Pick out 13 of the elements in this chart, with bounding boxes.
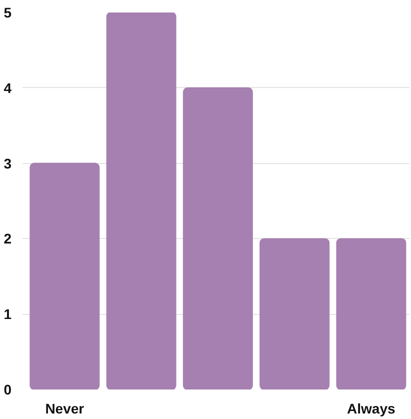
x-tick-label: Always <box>347 400 396 416</box>
bar <box>30 162 100 390</box>
y-tick-label: 5 <box>4 4 12 20</box>
y-tick-label: 0 <box>4 382 12 398</box>
x-tick-label: Never <box>45 400 85 416</box>
y-tick-label: 3 <box>4 155 12 172</box>
y-tick-label: 1 <box>4 306 12 322</box>
y-tick-label: 2 <box>4 230 12 247</box>
bar <box>182 87 253 390</box>
bar <box>336 238 406 390</box>
y-tick-label: 4 <box>4 80 12 96</box>
bar <box>260 238 330 390</box>
bar <box>106 12 176 390</box>
